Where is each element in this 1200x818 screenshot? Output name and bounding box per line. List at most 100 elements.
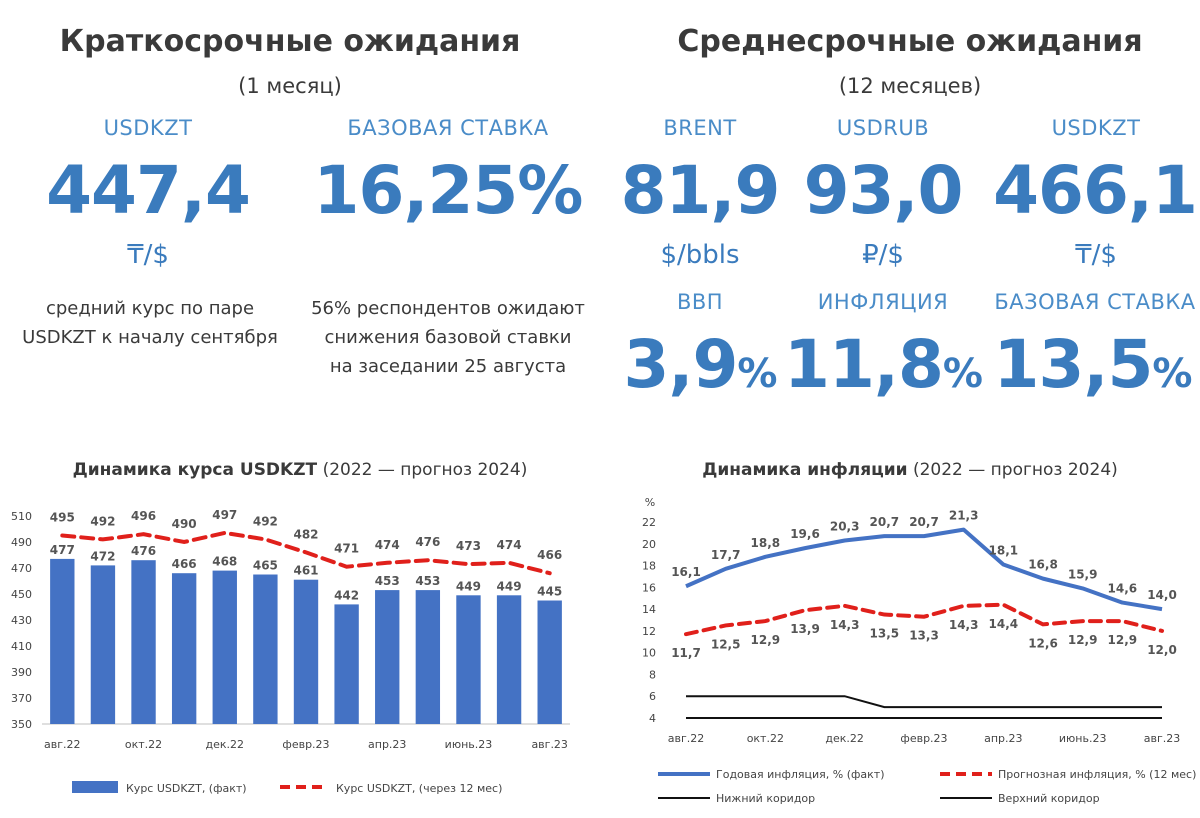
- kpi-inflation-pct: %: [942, 351, 983, 397]
- x-tick-label: февр.23: [282, 738, 329, 751]
- kpi-rate-mid-number: 13,5: [993, 326, 1154, 403]
- bar-value-label: 465: [253, 559, 278, 573]
- kpi-usdkzt-mid-value: 466,1: [993, 152, 1198, 229]
- chart-inflation-title-sub: (2022 — прогноз 2024): [912, 460, 1118, 480]
- bar-value-label: 461: [293, 564, 318, 578]
- y-tick-label: 16: [642, 581, 656, 594]
- legend-label-lower: Нижний коридор: [716, 792, 815, 805]
- kpi-usdrub-unit: ₽/$: [862, 240, 904, 270]
- chart-inflation-title: Динамика инфляции (2022 — прогноз 2024): [630, 460, 1190, 480]
- forecast-value-label: 14,3: [830, 618, 860, 632]
- bar: [456, 595, 481, 724]
- y-tick-label: 430: [11, 614, 32, 627]
- forecast-value-label: 471: [334, 542, 359, 556]
- bar-value-label: 476: [131, 544, 156, 558]
- mid-term-title: Среднесрочные ожидания: [677, 24, 1143, 59]
- x-tick-label: июнь.23: [1059, 732, 1107, 745]
- bar-value-label: 453: [415, 574, 440, 588]
- bar-value-label: 453: [375, 574, 400, 588]
- forecast-value-label: 474: [375, 538, 400, 552]
- forecast-value-label: 11,7: [671, 646, 701, 660]
- y-tick-label: 350: [11, 718, 32, 731]
- x-tick-label: апр.23: [984, 732, 1022, 745]
- x-tick-label: окт.22: [125, 738, 162, 751]
- kpi-gdp-number: 3,9: [623, 326, 739, 403]
- kpi-brent-value: 81,9: [620, 152, 781, 229]
- chart-inflation-title-main: Динамика инфляции: [702, 460, 908, 480]
- bar: [375, 590, 400, 724]
- forecast-value-label: 13,9: [790, 622, 820, 636]
- chart-usdkzt-title-sub: (2022 — прогноз 2024): [322, 460, 528, 480]
- bar: [496, 595, 522, 724]
- bar-value-label: 449: [456, 579, 481, 593]
- actual-value-label: 20,7: [870, 515, 900, 529]
- actual-value-label: 21,3: [949, 509, 979, 523]
- forecast-value-label: 12,6: [1028, 636, 1058, 650]
- bar: [293, 579, 319, 724]
- y-tick-label: 4: [649, 712, 656, 725]
- kpi-rate-short-note-line1: 56% респондентов ожидают: [311, 298, 585, 319]
- y-tick-label: 490: [11, 536, 32, 549]
- x-tick-label: авг.22: [44, 738, 81, 751]
- kpi-rate-short-note-line2: снижения базовой ставки: [324, 327, 572, 348]
- x-tick-label: авг.23: [531, 738, 568, 751]
- usdkzt-chart: 350 370 390 410 430 450 470 490 510 477 472 476 466 4…: [11, 508, 570, 795]
- bar: [212, 570, 237, 724]
- y-tick-label: 18: [642, 560, 656, 573]
- bar: [253, 574, 278, 724]
- y-axis-label: %: [645, 496, 655, 509]
- kpi-usdkzt-mid-label: USDKZT: [1051, 116, 1141, 140]
- bar-value-label: 466: [172, 557, 197, 571]
- y-tick-label: 6: [649, 690, 656, 703]
- forecast-value-label: 14,3: [949, 618, 979, 632]
- kpi-usdrub-value: 93,0: [803, 152, 964, 229]
- forecast-value-label: 492: [253, 514, 278, 528]
- legend-swatch-bars: [72, 781, 118, 793]
- bar-value-label: 472: [90, 549, 115, 563]
- actual-value-label: 20,7: [909, 515, 939, 529]
- bar: [50, 558, 75, 724]
- bar: [171, 573, 197, 724]
- x-tick-label: дек.22: [206, 738, 245, 751]
- y-tick-label: 510: [11, 510, 32, 523]
- x-tick-label: июнь.23: [445, 738, 493, 751]
- kpi-inflation-value: 11,8%: [773, 326, 993, 403]
- kpi-gdp-pct: %: [737, 351, 777, 397]
- kpi-inflation-number: 11,8: [784, 326, 944, 403]
- kpi-rate-short-value: 16,25%: [313, 152, 584, 229]
- actual-value-label: 19,6: [790, 527, 820, 541]
- legend-label-actual: Годовая инфляция, % (факт): [716, 768, 884, 781]
- kpi-gdp-label: ВВП: [676, 290, 724, 314]
- bar: [415, 590, 441, 724]
- forecast-value-label: 474: [497, 538, 522, 552]
- y-tick-label: 14: [642, 603, 656, 616]
- x-tick-label: апр.23: [368, 738, 406, 751]
- actual-value-label: 18,8: [751, 536, 781, 550]
- kpi-usdkzt-short-note-line1: средний курс по паре: [45, 298, 255, 319]
- legend-label-bars: Курс USDKZT, (факт): [126, 782, 247, 795]
- actual-value-label: 18,1: [989, 543, 1019, 557]
- bar: [131, 560, 156, 724]
- forecast-value-label: 13,5: [870, 627, 900, 641]
- legend-label-forecast: Прогнозная инфляция, % (12 мес): [998, 768, 1196, 781]
- x-tick-label: авг.22: [668, 732, 705, 745]
- kpi-rate-mid-pct: %: [1152, 351, 1192, 397]
- y-tick-label: 370: [11, 692, 32, 705]
- actual-value-label: 14,6: [1108, 582, 1138, 596]
- forecast-value-label: 12,5: [711, 637, 741, 651]
- actual-value-label: 16,8: [1028, 558, 1058, 572]
- short-term-subtitle: (1 месяц): [238, 74, 342, 98]
- kpi-rate-short-note: 56% респондентов ожидают снижения базово…: [298, 294, 598, 381]
- actual-value-label: 20,3: [830, 520, 860, 534]
- kpi-usdkzt-mid-unit: ₸/$: [1075, 240, 1117, 270]
- bar: [334, 604, 359, 724]
- bar-value-label: 445: [537, 585, 562, 599]
- forecast-value-label: 12,9: [1108, 633, 1138, 647]
- kpi-brent-unit: $/bbls: [660, 240, 740, 270]
- forecast-value-label: 14,4: [989, 617, 1019, 631]
- kpi-usdrub-label: USDRUB: [836, 116, 930, 140]
- kpi-usdkzt-short-value: 447,4: [46, 152, 251, 229]
- bar: [537, 600, 562, 724]
- kpi-gdp-value: 3,9%: [590, 326, 810, 403]
- y-tick-label: 450: [11, 588, 32, 601]
